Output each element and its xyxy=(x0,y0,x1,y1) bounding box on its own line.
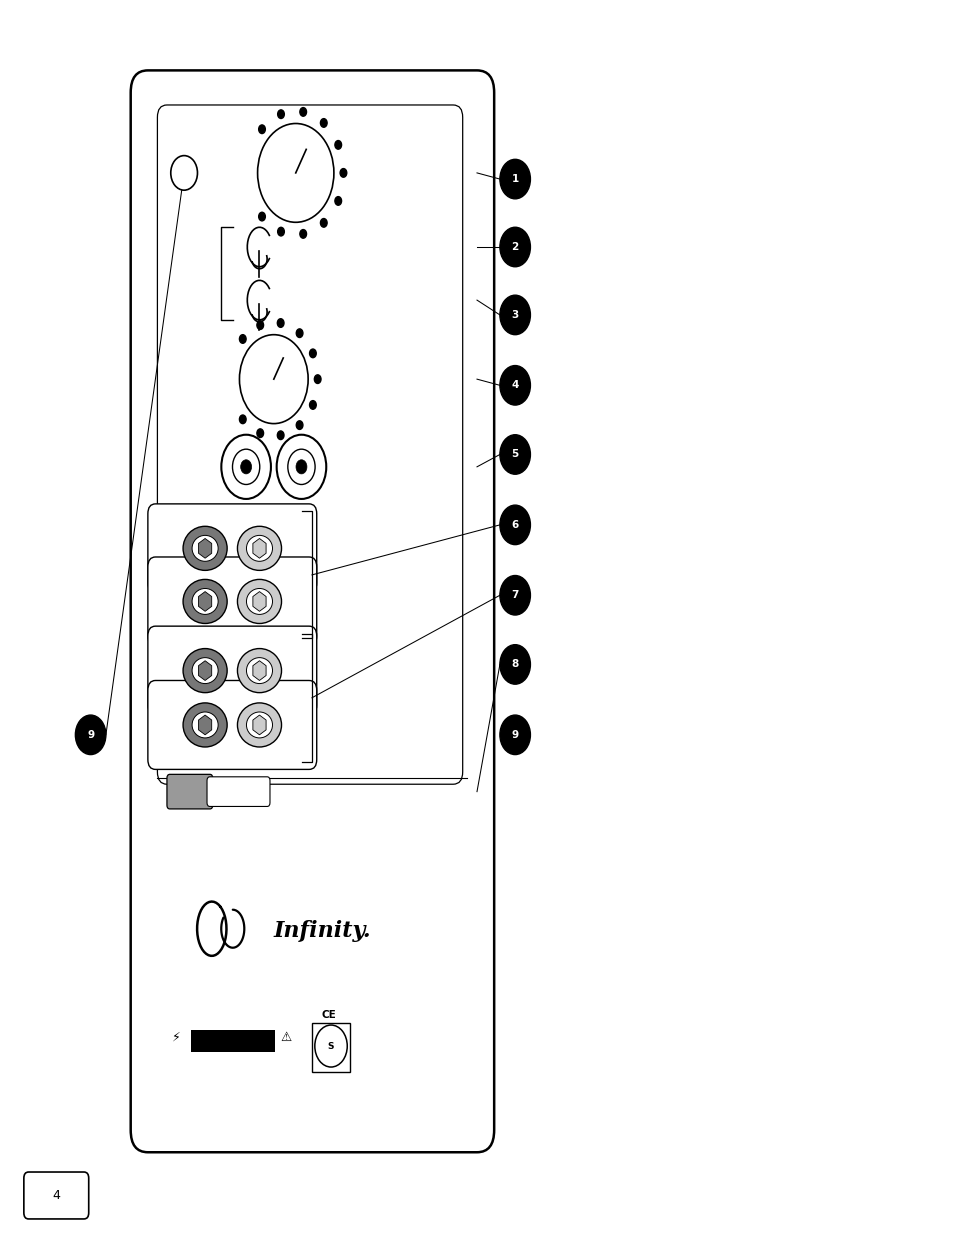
Circle shape xyxy=(258,212,265,221)
Circle shape xyxy=(499,366,530,405)
Circle shape xyxy=(309,350,315,358)
Circle shape xyxy=(299,107,306,116)
Circle shape xyxy=(239,335,308,424)
Text: ⚠: ⚠ xyxy=(280,1031,292,1044)
Circle shape xyxy=(239,415,246,424)
Circle shape xyxy=(499,715,530,755)
Circle shape xyxy=(277,431,284,440)
Circle shape xyxy=(499,576,530,615)
Circle shape xyxy=(499,295,530,335)
Circle shape xyxy=(276,435,326,499)
Text: 9: 9 xyxy=(87,730,94,740)
Circle shape xyxy=(277,227,284,236)
Circle shape xyxy=(256,321,263,330)
Circle shape xyxy=(499,505,530,545)
Text: 1: 1 xyxy=(511,174,518,184)
Circle shape xyxy=(75,715,106,755)
Text: Infinity.: Infinity. xyxy=(274,920,371,942)
Circle shape xyxy=(233,450,259,484)
Text: 4: 4 xyxy=(511,380,518,390)
Circle shape xyxy=(240,459,252,474)
FancyBboxPatch shape xyxy=(191,1030,274,1052)
Circle shape xyxy=(296,329,303,337)
Text: 3: 3 xyxy=(511,310,518,320)
Circle shape xyxy=(299,230,306,238)
FancyBboxPatch shape xyxy=(167,774,213,809)
Text: 8: 8 xyxy=(511,659,518,669)
Ellipse shape xyxy=(183,526,227,571)
Text: 5: 5 xyxy=(511,450,518,459)
Circle shape xyxy=(320,119,327,127)
Circle shape xyxy=(295,459,307,474)
Ellipse shape xyxy=(237,526,281,571)
Circle shape xyxy=(335,196,341,205)
Circle shape xyxy=(257,124,334,222)
Ellipse shape xyxy=(183,703,227,747)
FancyBboxPatch shape xyxy=(148,557,316,646)
Ellipse shape xyxy=(246,658,273,684)
Circle shape xyxy=(320,219,327,227)
Circle shape xyxy=(256,429,263,437)
Ellipse shape xyxy=(192,589,218,614)
Ellipse shape xyxy=(246,711,273,739)
Ellipse shape xyxy=(192,536,218,561)
Circle shape xyxy=(339,169,346,178)
FancyBboxPatch shape xyxy=(131,70,494,1152)
Circle shape xyxy=(499,435,530,474)
Ellipse shape xyxy=(237,648,281,693)
Circle shape xyxy=(288,450,314,484)
FancyBboxPatch shape xyxy=(148,504,316,593)
Ellipse shape xyxy=(192,711,218,739)
Circle shape xyxy=(314,375,320,384)
Circle shape xyxy=(309,400,315,409)
FancyBboxPatch shape xyxy=(148,680,316,769)
FancyBboxPatch shape xyxy=(207,777,270,806)
Circle shape xyxy=(171,156,197,190)
Ellipse shape xyxy=(183,648,227,693)
Circle shape xyxy=(499,227,530,267)
FancyBboxPatch shape xyxy=(24,1172,89,1219)
Ellipse shape xyxy=(237,579,281,624)
Text: 4: 4 xyxy=(52,1189,60,1202)
Circle shape xyxy=(277,319,284,327)
Ellipse shape xyxy=(192,658,218,684)
Circle shape xyxy=(296,421,303,430)
Text: 6: 6 xyxy=(511,520,518,530)
Text: S: S xyxy=(328,1041,334,1051)
Ellipse shape xyxy=(246,589,273,614)
Text: CE: CE xyxy=(321,1010,336,1020)
Ellipse shape xyxy=(246,536,273,561)
Circle shape xyxy=(335,141,341,149)
Circle shape xyxy=(258,125,265,133)
Circle shape xyxy=(277,110,284,119)
FancyBboxPatch shape xyxy=(148,626,316,715)
Circle shape xyxy=(499,645,530,684)
Circle shape xyxy=(499,159,530,199)
Ellipse shape xyxy=(183,579,227,624)
Ellipse shape xyxy=(237,703,281,747)
Text: 7: 7 xyxy=(511,590,518,600)
Text: ⚡: ⚡ xyxy=(172,1031,181,1044)
Text: 2: 2 xyxy=(511,242,518,252)
Text: 9: 9 xyxy=(511,730,518,740)
Circle shape xyxy=(221,435,271,499)
Circle shape xyxy=(239,335,246,343)
